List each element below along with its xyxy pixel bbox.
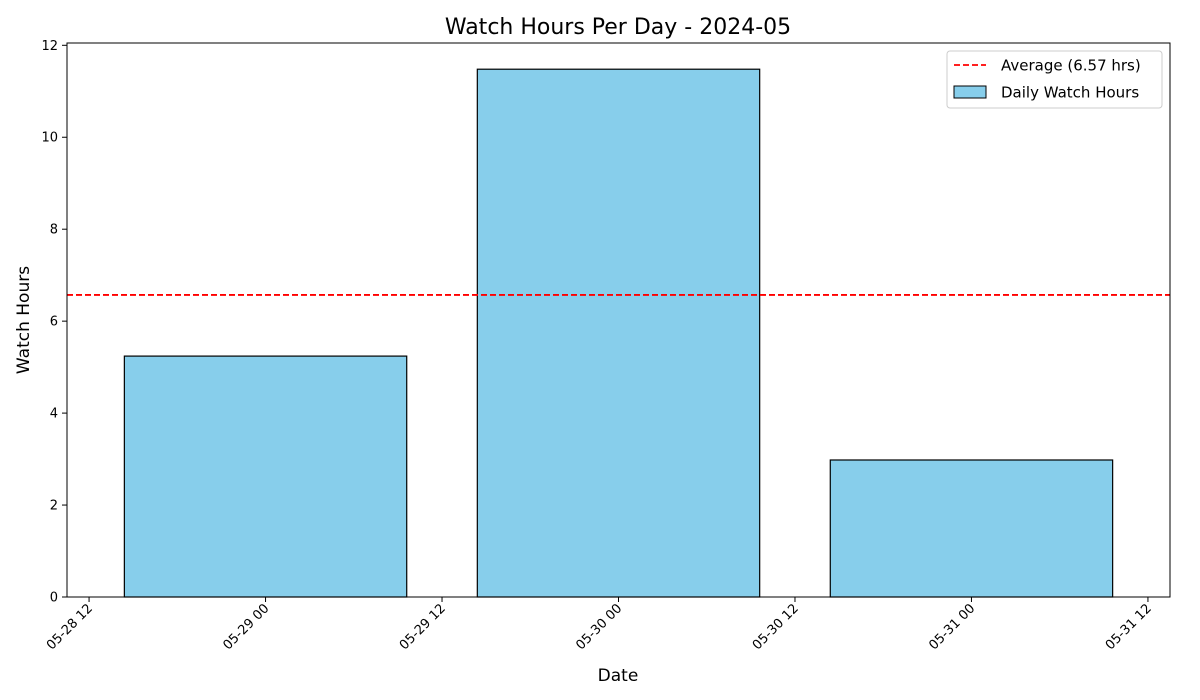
y-tick-label: 10	[41, 131, 58, 146]
bar-2024-05-29	[123, 355, 408, 598]
legend-entry-label: Average (6.57 hrs)	[1001, 57, 1141, 75]
chart-title: Watch Hours Per Day - 2024-05	[445, 15, 791, 40]
x-tick-label: 05-28 12	[44, 601, 96, 653]
y-tick-label: 8	[50, 223, 58, 238]
x-axis-label: Date	[598, 666, 639, 686]
x-tick-label: 05-31 00	[926, 601, 978, 653]
legend: Average (6.57 hrs) Daily Watch Hours	[946, 50, 1163, 109]
bar-2024-05-30	[476, 68, 761, 598]
y-tick-label: 6	[50, 315, 58, 330]
x-tick-label: 05-31 12	[1103, 601, 1155, 653]
y-tick-label: 2	[50, 499, 58, 514]
x-tick-label: 05-29 12	[397, 601, 449, 653]
x-tick-label: 05-30 00	[573, 601, 625, 653]
x-tick-label: 05-29 00	[220, 601, 272, 653]
y-axis-label: Watch Hours	[14, 266, 34, 374]
y-tick-label: 0	[50, 591, 58, 606]
legend-bar-swatch	[953, 85, 987, 99]
y-tick-label: 4	[50, 407, 58, 422]
legend-entry-label: Daily Watch Hours	[1001, 84, 1139, 102]
y-tick-label: 12	[41, 39, 58, 54]
x-tick-label: 05-30 12	[750, 601, 802, 653]
plot-area: 0 2 4 6 8 10 12 05-28 12 05-29 00 05-29 12 05-30 0…	[41, 39, 1171, 653]
legend-box	[946, 50, 1163, 109]
bar-2024-05-31	[829, 459, 1114, 598]
